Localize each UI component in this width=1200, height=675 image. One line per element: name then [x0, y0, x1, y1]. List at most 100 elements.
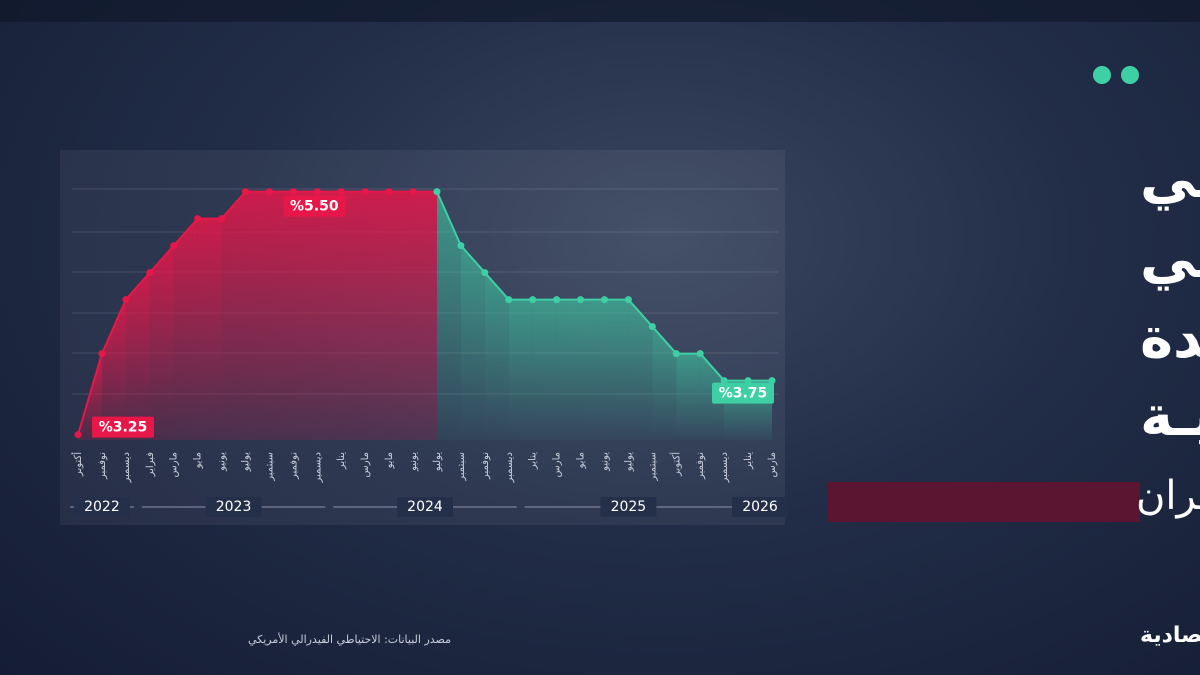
year-label-bg [397, 497, 453, 517]
area-segment [389, 191, 414, 440]
x-tick-label: أكتوبر [669, 452, 682, 477]
year-label: 2026 [742, 499, 778, 515]
area-segment [101, 299, 126, 440]
area-segment [628, 299, 653, 440]
area-segment [293, 191, 318, 440]
x-tick-label: يوليو [432, 452, 443, 472]
year-label: 2025 [611, 499, 647, 515]
line-segment [101, 299, 127, 355]
value-label-bg [712, 382, 774, 404]
x-tick-label: يوليو [623, 452, 634, 472]
x-tick-label: يونيو [217, 452, 228, 472]
value-label-bg [92, 416, 154, 438]
area-segment [484, 272, 509, 440]
x-tick-label: أكتوبر [71, 452, 84, 477]
point [313, 188, 321, 196]
year-label: 2023 [216, 499, 252, 515]
area-segment [125, 272, 150, 440]
x-tick-label: سبتمبر [456, 452, 467, 482]
x-tick-label: مايو [193, 452, 204, 469]
point [289, 188, 297, 196]
point [672, 350, 680, 358]
brand: الاقتصادية [1140, 623, 1200, 648]
line-segment [172, 217, 199, 247]
area-segment [676, 353, 701, 440]
x-tick-label: يناير [528, 452, 539, 470]
point [122, 296, 130, 304]
line-segment [627, 298, 654, 328]
value-label: %3.25 [99, 420, 148, 436]
year-label: 2022 [84, 499, 120, 515]
point [457, 242, 465, 250]
subtitle-bg [828, 482, 1140, 522]
value-label: %5.50 [290, 199, 339, 215]
point [768, 377, 776, 385]
point [529, 296, 537, 304]
area-segment [532, 299, 557, 440]
line-segment [220, 190, 247, 220]
x-tick-label: ديسمبر [719, 452, 730, 483]
point [146, 269, 154, 277]
point [265, 188, 273, 196]
x-tick-label: سبتمبر [264, 452, 275, 482]
line-segment [77, 353, 103, 435]
point [337, 188, 345, 196]
x-tick-label: فبراير [145, 452, 156, 478]
line-segment [484, 271, 510, 301]
x-tick-label: مايو [576, 452, 587, 469]
line-segment [436, 191, 462, 247]
area-segment [149, 245, 174, 440]
point [696, 350, 704, 358]
year-label-bg [600, 497, 657, 517]
value-label: %3.75 [719, 386, 768, 402]
point [361, 188, 369, 196]
x-tick-label: مارس [767, 452, 778, 477]
x-tick-label: يناير [336, 452, 347, 470]
headline: يثبت الفائدة [1140, 306, 1200, 371]
x-tick-label: نوفمبر [695, 452, 706, 480]
subtitle: وسط حرب إيـران [1136, 473, 1200, 519]
year-label-bg [732, 497, 789, 517]
x-tick-label: ديسمبر [121, 452, 132, 483]
point [648, 323, 656, 331]
point [170, 242, 178, 250]
area-segment [413, 191, 437, 440]
x-tick-label: مارس [169, 452, 180, 477]
x-tick-label: ديسمبر [504, 452, 515, 483]
x-tick-label: مايو [384, 452, 395, 469]
dot-icon [1093, 66, 1111, 84]
point [624, 296, 632, 304]
point [577, 296, 585, 304]
line-segment [149, 244, 175, 274]
x-tick-label: نوفمبر [288, 452, 299, 480]
area-segment [652, 326, 677, 440]
headline: للمرة الثانيـة [1140, 384, 1200, 449]
x-tick-label: يوليو [241, 452, 252, 472]
point [218, 215, 226, 223]
area-segment [197, 218, 222, 440]
top-band [0, 0, 1200, 22]
area-segment [269, 191, 294, 440]
value-label-bg [283, 195, 346, 217]
area-segment [580, 299, 605, 440]
x-tick-label: يونيو [408, 452, 419, 472]
headline: الأمريكـــي [1140, 223, 1200, 291]
area-segment [245, 191, 270, 440]
x-tick-label: مارس [552, 452, 563, 477]
x-tick-label: يونيو [599, 452, 610, 472]
x-tick-label: يناير [743, 452, 754, 470]
point [98, 350, 106, 358]
x-tick-label: سبتمبر [647, 452, 658, 482]
area-segment [173, 218, 198, 440]
point [720, 377, 728, 385]
source: مصدر البيانات: الاحتياطي الفيدرالي الأمر… [248, 632, 451, 646]
point [481, 269, 489, 277]
area-segment [365, 191, 390, 440]
x-tick-label: مارس [360, 452, 371, 477]
point [74, 431, 82, 439]
point [385, 188, 393, 196]
line-segment [651, 325, 678, 355]
dot-icon [1121, 66, 1139, 84]
